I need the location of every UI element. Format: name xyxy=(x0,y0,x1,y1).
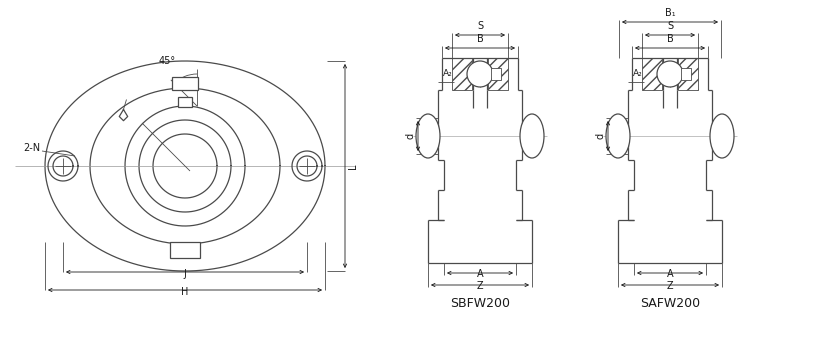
Ellipse shape xyxy=(710,114,734,158)
Circle shape xyxy=(467,61,493,87)
Bar xyxy=(678,58,698,90)
Text: 2-N: 2-N xyxy=(23,143,40,153)
Ellipse shape xyxy=(606,114,630,158)
Ellipse shape xyxy=(520,114,544,158)
Text: Z: Z xyxy=(667,281,673,291)
Bar xyxy=(452,58,472,90)
Bar xyxy=(488,58,508,90)
Text: SBFW200: SBFW200 xyxy=(450,297,510,310)
Text: A: A xyxy=(477,269,483,279)
Text: A₂: A₂ xyxy=(443,69,453,78)
Text: H: H xyxy=(181,287,188,297)
Bar xyxy=(681,68,691,80)
Text: B₁: B₁ xyxy=(665,8,676,18)
Text: B: B xyxy=(477,34,483,44)
Bar xyxy=(170,242,200,258)
Bar xyxy=(178,97,192,107)
Text: Z: Z xyxy=(477,281,483,291)
Text: A₂: A₂ xyxy=(633,69,643,78)
Text: S: S xyxy=(477,21,483,31)
Text: L: L xyxy=(348,163,358,169)
Ellipse shape xyxy=(416,114,440,158)
Text: J: J xyxy=(184,269,186,279)
Bar xyxy=(491,68,501,80)
Circle shape xyxy=(657,61,683,87)
Text: A: A xyxy=(667,269,673,279)
Text: d: d xyxy=(596,133,606,139)
Text: d: d xyxy=(406,133,416,139)
Bar xyxy=(172,77,198,90)
Bar xyxy=(642,58,662,90)
Text: S: S xyxy=(667,21,673,31)
Text: SAFW200: SAFW200 xyxy=(640,297,700,310)
Text: 45°: 45° xyxy=(158,56,175,66)
Text: B: B xyxy=(667,34,673,44)
